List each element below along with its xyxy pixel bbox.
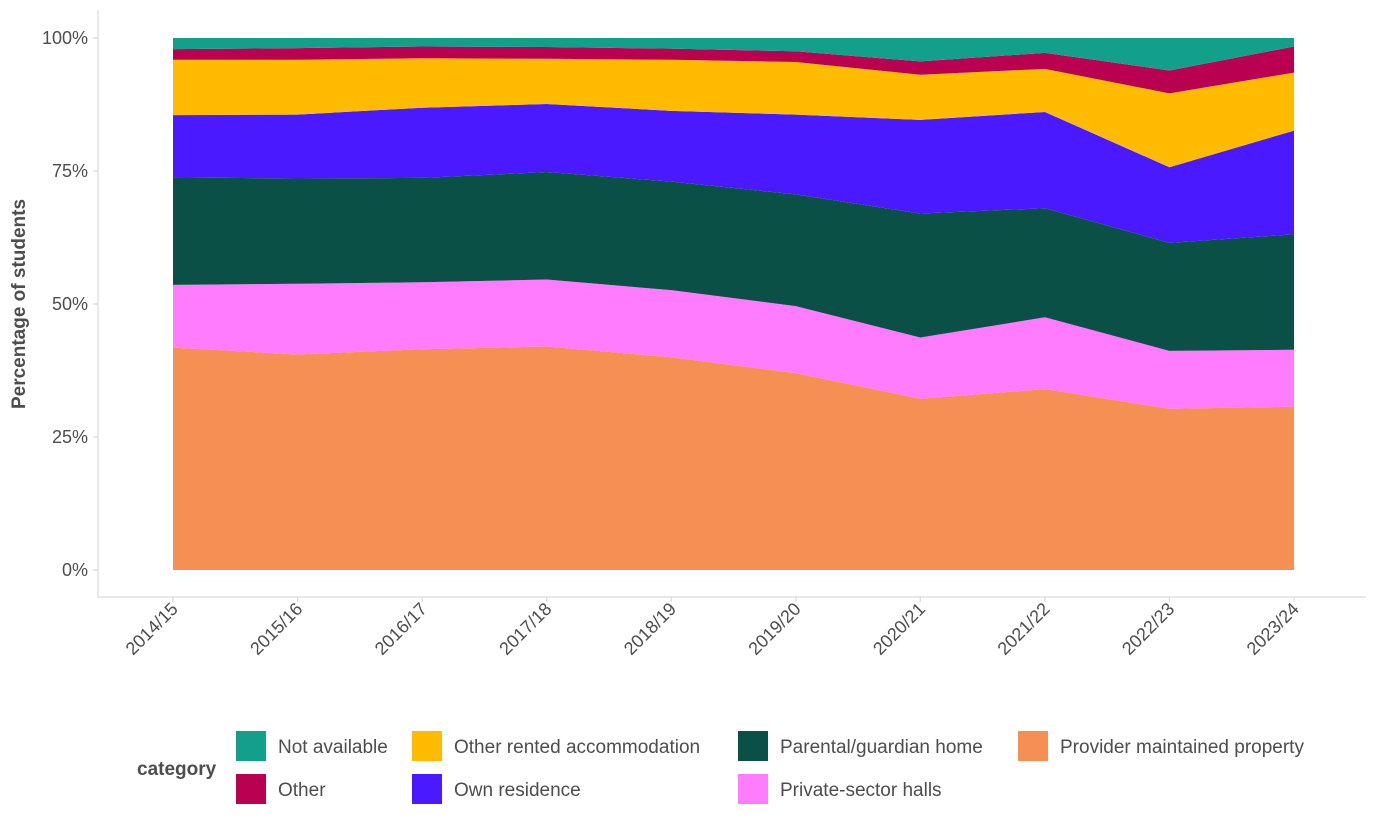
legend-title: category xyxy=(137,759,217,780)
x-tick-label: 2019/20 xyxy=(744,599,804,659)
legend-label: Other rented accommodation xyxy=(454,737,700,758)
area-provider-maintained-property xyxy=(173,346,1294,570)
area-parental-guardian-home xyxy=(173,172,1294,351)
x-tick-label: 2017/18 xyxy=(495,599,555,659)
area-series-group xyxy=(173,38,1294,570)
x-tick-label: 2016/17 xyxy=(371,599,431,659)
y-tick-label: 100% xyxy=(42,28,88,48)
legend-item-other: Other xyxy=(236,774,326,804)
area-other-rented-accommodation xyxy=(173,58,1294,168)
area-not-available xyxy=(173,38,1294,71)
legend-label: Other xyxy=(278,780,326,801)
y-ticks-group: 0% 25% 50% 75% 100% xyxy=(42,28,98,580)
legend-swatch xyxy=(738,774,768,804)
x-tick-label: 2014/15 xyxy=(122,599,182,659)
y-tick-label: 0% xyxy=(62,560,88,580)
legend-label: Parental/guardian home xyxy=(780,737,983,758)
x-ticks-group: 2014/15 2015/16 2016/17 2017/18 2018/19 2019/… xyxy=(122,597,1303,659)
legend-swatch xyxy=(738,731,768,761)
x-tick-label: 2015/16 xyxy=(246,599,306,659)
legend-label: Own residence xyxy=(454,780,581,801)
legend-item-other-rented-accommodation: Other rented accommodation xyxy=(412,731,700,761)
x-tick-label: 2020/21 xyxy=(869,599,929,659)
legend-label: Private-sector halls xyxy=(780,780,942,801)
x-tick-label: 2022/23 xyxy=(1118,599,1178,659)
legend: category Not available Other rented accom… xyxy=(137,731,1304,804)
area-private-sector-halls xyxy=(173,279,1294,409)
y-tick-label: 50% xyxy=(52,294,88,314)
area-own-residence xyxy=(173,103,1294,243)
x-tick-label: 2021/22 xyxy=(994,599,1054,659)
legend-label: Not available xyxy=(278,737,388,758)
legend-item-not-available: Not available xyxy=(236,731,388,761)
legend-swatch xyxy=(412,774,442,804)
legend-swatch xyxy=(1018,731,1048,761)
x-tick-label: 2018/19 xyxy=(620,599,680,659)
legend-item-parental-guardian-home: Parental/guardian home xyxy=(738,731,983,761)
legend-item-provider-maintained-property: Provider maintained property xyxy=(1018,731,1304,761)
legend-label: Provider maintained property xyxy=(1060,737,1304,758)
legend-swatch xyxy=(236,731,266,761)
area-other xyxy=(173,46,1294,94)
y-tick-label: 75% xyxy=(52,161,88,181)
legend-item-private-sector-halls: Private-sector halls xyxy=(738,774,942,804)
y-tick-label: 25% xyxy=(52,427,88,447)
legend-swatch xyxy=(236,774,266,804)
y-axis-title: Percentage of students xyxy=(9,199,30,409)
legend-item-own-residence: Own residence xyxy=(412,774,581,804)
x-tick-label: 2023/24 xyxy=(1243,599,1303,659)
legend-swatch xyxy=(412,731,442,761)
